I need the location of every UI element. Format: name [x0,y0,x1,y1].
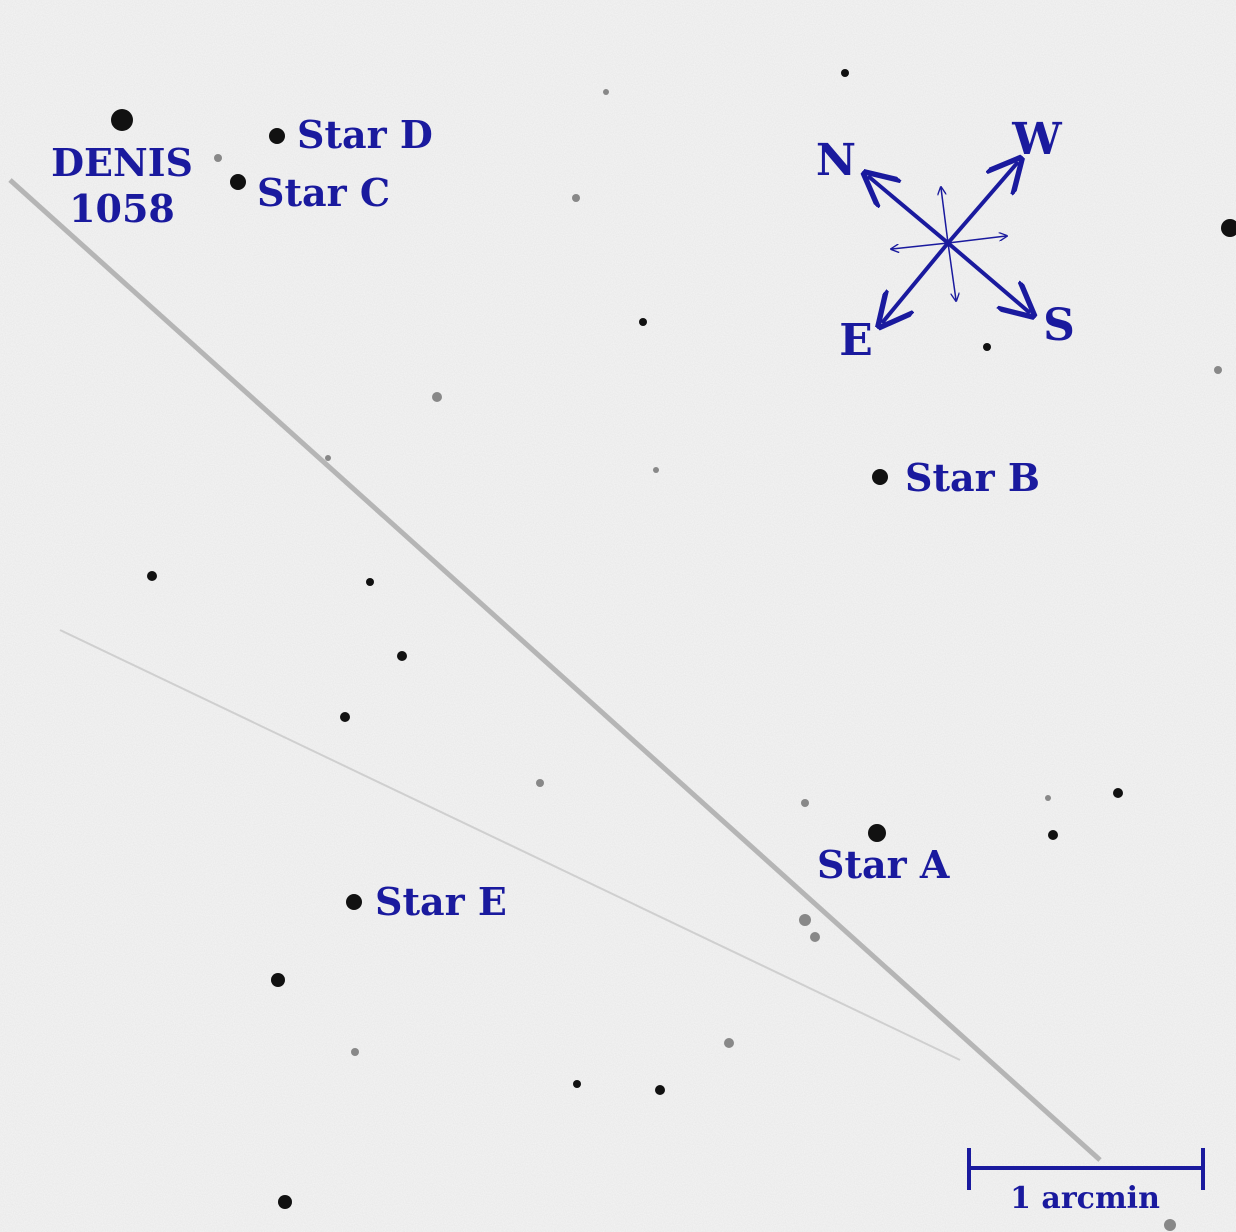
star [147,571,157,581]
compass [868,162,1030,323]
star-label: Star E [375,879,507,924]
thin-arrow [947,236,1006,244]
star [269,128,285,144]
star-label: Star C [257,170,390,215]
star-label: Star A [817,842,950,887]
star [111,109,133,131]
compass-s: S [1043,300,1075,351]
star [214,154,222,162]
star [1164,1219,1176,1231]
target-label: DENIS [51,140,193,185]
star [872,469,888,485]
star-label: Star B [905,455,1040,500]
star [810,932,820,942]
compass-e: E [839,315,873,366]
star [1214,366,1222,374]
star-label: Star D [297,112,433,157]
north-arrow [868,176,950,245]
thin-arrow [947,242,956,300]
star [653,467,659,473]
target-label: 1058 [69,186,175,231]
star [1221,219,1236,237]
star [432,392,442,402]
star [1113,788,1123,798]
star [1048,830,1058,840]
scale-label: 1 arcmin [1010,1181,1160,1216]
star [278,1195,292,1209]
star [346,894,362,910]
star [841,69,849,77]
star [366,578,374,586]
star [271,973,285,987]
stars [111,69,1236,1231]
scale-bar [967,1148,1205,1190]
star [536,779,544,787]
star [655,1085,665,1095]
star [573,1080,581,1088]
south-arrow [946,241,1030,313]
star [799,914,811,926]
satellite-trail [8,178,1102,1162]
star [639,318,647,326]
star [572,194,580,202]
star [1045,795,1051,801]
star [230,174,246,190]
thin-arrow [941,188,949,244]
west-arrow [946,162,1018,245]
east-arrow [882,241,950,323]
star [801,799,809,807]
thin-arrow [892,242,949,249]
star [868,824,886,842]
star [340,712,350,722]
star [325,455,331,461]
star [983,343,991,351]
star [397,651,407,661]
faint-trail [59,629,961,1061]
compass-n: N [816,135,856,186]
compass-w: W [1011,114,1062,165]
star [724,1038,734,1048]
star [603,89,609,95]
star [351,1048,359,1056]
